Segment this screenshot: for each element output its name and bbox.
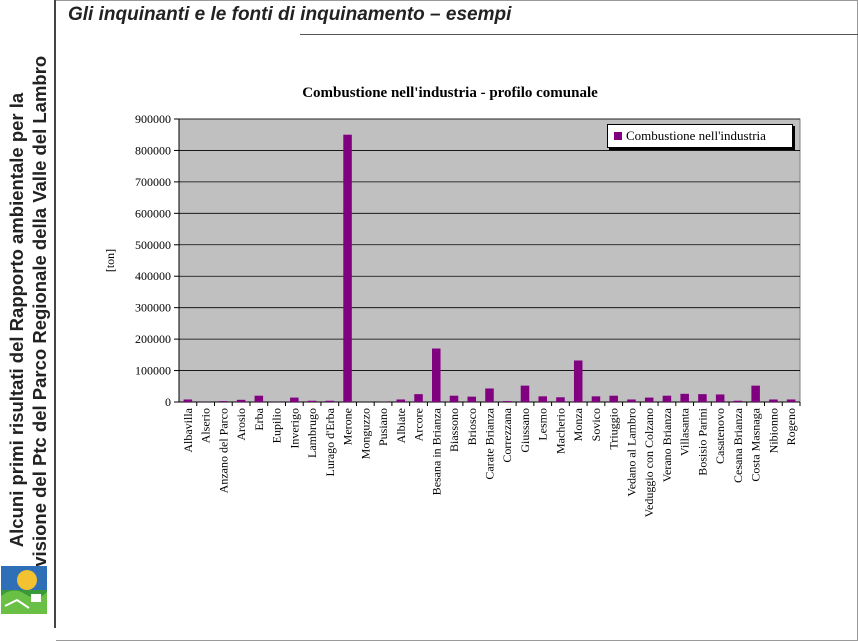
x-tick-label: Biassono [447,408,461,452]
legend-label: Combustione nell'industria [626,128,766,143]
x-tick-label: Casatenovo [713,408,727,464]
x-tick-label: Anzano del Parco [216,408,230,493]
x-tick-label: Merone [341,408,355,445]
bar [609,395,618,402]
x-tick-label: Inverigo [287,408,301,449]
x-tick-label: Cesana Brianza [731,407,745,483]
bar [538,396,547,402]
bar [396,399,406,402]
x-tick-label: Costa Masnaga [749,407,763,481]
x-tick-label: Lurago d'Erba [323,407,337,476]
bar [467,396,477,402]
bar [325,400,335,402]
x-tick-label: Albiate [394,408,408,443]
bar [627,399,636,402]
x-tick-label: Bosisio Parini [695,407,709,475]
y-tick-label: 100000 [135,364,171,378]
bar [786,399,796,402]
x-tick-label: Monguzzo [358,408,372,459]
y-axis-label: [ton] [103,249,117,272]
bar [733,400,743,402]
x-tick-label: Eupilio [270,408,284,443]
x-tick-label: Alserio [199,408,213,443]
x-tick-label: Monza [571,407,585,441]
bar [662,395,672,402]
y-tick-label: 300000 [135,301,171,315]
bar [432,348,441,402]
bar [715,394,725,402]
x-tick-label: Albavilla [181,407,195,452]
y-tick-label: 400000 [135,269,171,283]
x-tick-label: Villasanta [678,407,692,456]
x-tick-label: Verano Brianza [660,407,674,482]
park-logo-icon [1,566,47,614]
bar [751,385,760,402]
chart-legend: Combustione nell'industria [607,124,793,148]
y-tick-label: 900000 [135,112,171,126]
bar [236,399,246,402]
bar [769,399,778,402]
y-tick-label: 200000 [135,332,171,346]
bar [698,394,707,402]
bar [219,401,228,402]
x-tick-label: Arcore [412,408,426,441]
x-tick-label: Lambrugo [305,408,319,458]
x-tick-label: Sovico [589,408,603,441]
y-tick-label: 500000 [135,238,171,252]
legend-swatch [614,132,622,140]
x-tick-label: Nibionno [766,408,780,453]
x-tick-label: Pusiano [376,408,390,446]
bar [502,401,512,402]
side-panel: Alcuni primi risultati del Rapporto ambi… [0,0,56,641]
bar [183,399,193,402]
bar [254,395,264,402]
bar [680,393,689,402]
y-tick-label: 600000 [135,206,171,220]
bar [556,397,565,402]
bar [520,385,530,402]
plot-area [178,118,801,403]
bar [343,134,352,402]
y-tick-label: 800000 [135,143,171,157]
y-tick-label: 700000 [135,175,171,189]
bar [573,360,583,402]
bar [449,395,459,402]
x-tick-label: Erba [252,407,266,430]
x-tick-label: Carate Brianza [483,407,497,479]
bar [290,397,299,402]
header-divider [300,34,858,35]
x-tick-label: Macherio [553,408,567,454]
x-tick-label: Giussano [518,408,532,453]
y-tick-label: 0 [165,395,171,409]
x-tick-label: Lesmo [536,408,550,441]
x-tick-label: Arosio [234,408,248,441]
bar [307,400,317,402]
x-tick-label: Veduggio con Colzano [642,408,656,517]
bar [644,397,654,402]
x-tick-label: Correzzana [500,407,514,462]
slide-title: Gli inquinanti e le fonti di inquinament… [68,4,512,25]
x-tick-label: Rogeno [784,408,798,445]
bar [414,394,423,402]
bar [485,388,494,402]
x-tick-label: Besana in Brianza [429,407,443,495]
x-tick-label: Briosco [465,408,479,445]
bar [591,396,601,402]
side-divider [54,0,56,628]
chart-title: Combustione nell'industria - profilo com… [302,85,598,101]
x-tick-label: Triuggio [607,408,621,450]
x-tick-label: Vedano al Lambro [624,408,638,497]
